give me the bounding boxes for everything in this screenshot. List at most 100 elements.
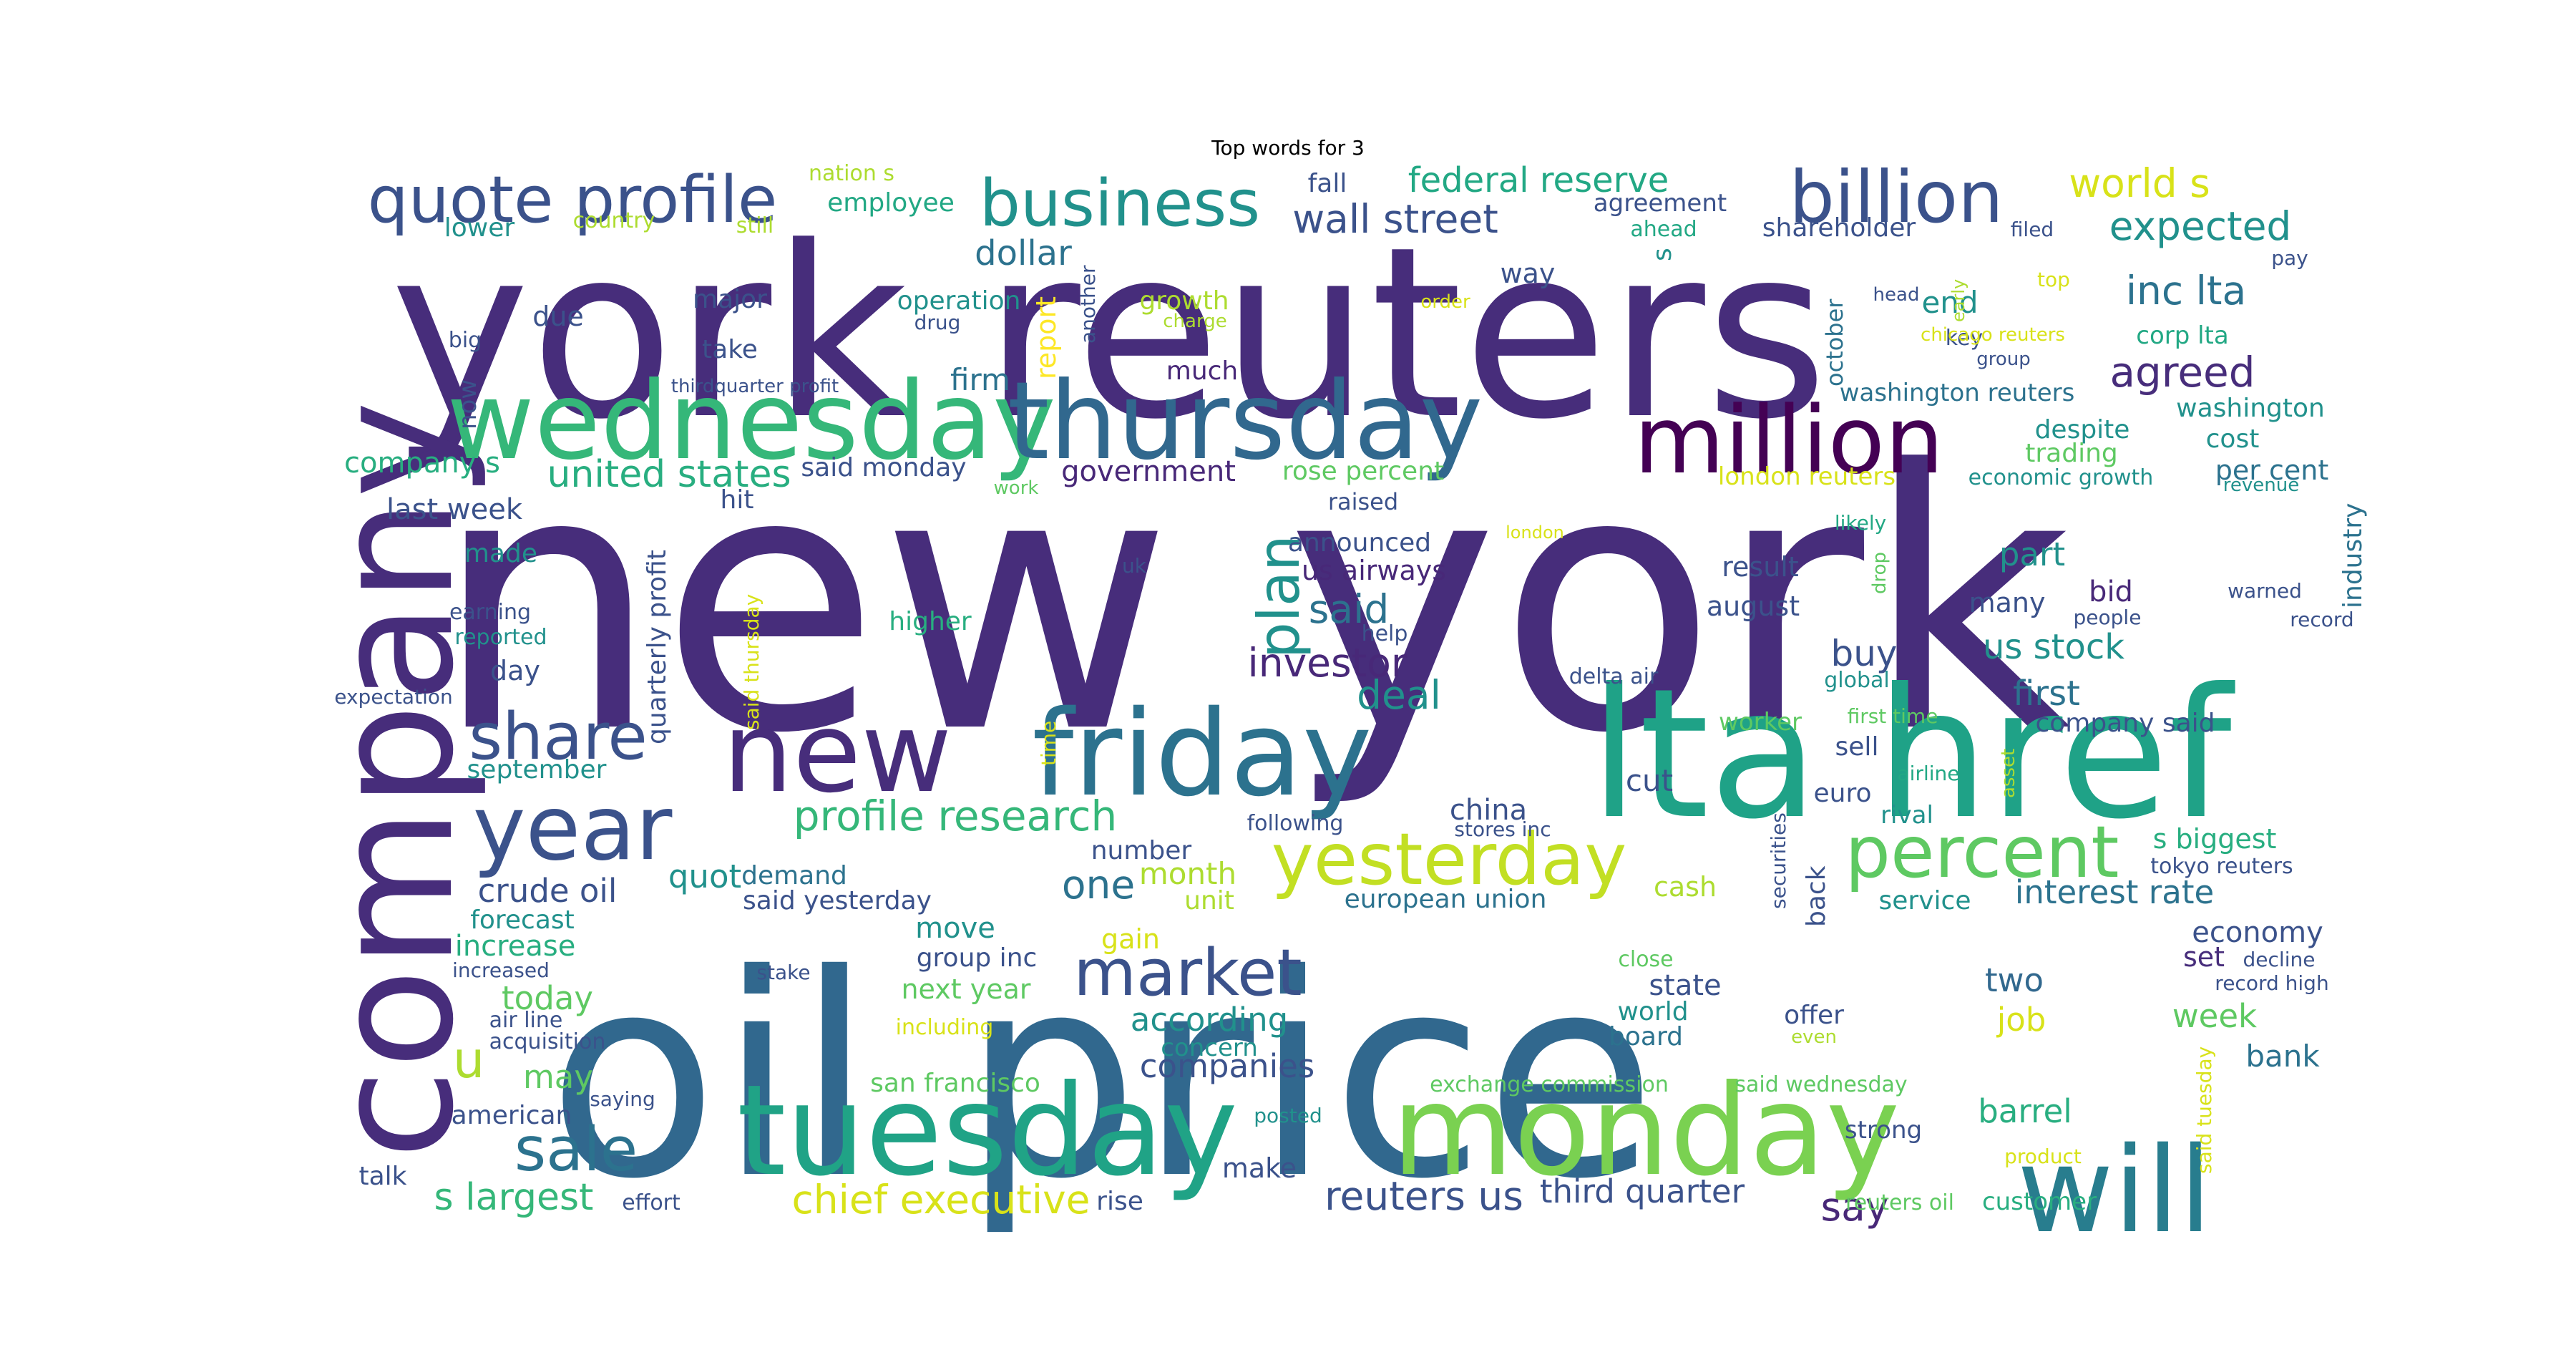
word-year: year (473, 777, 673, 880)
word-profile-research: profile research (794, 792, 1118, 840)
word-million: million (1634, 386, 1943, 495)
word-charge: charge (1163, 311, 1226, 332)
word-two: two (1985, 961, 2044, 999)
word-report: report (1030, 296, 1062, 379)
word-likely: likely (1835, 511, 1886, 535)
word-said-monday: said monday (801, 453, 966, 482)
word-unit: unit (1184, 886, 1234, 915)
word-drop: drop (1869, 552, 1890, 594)
word-government: government (1061, 455, 1236, 488)
word-help: help (1362, 621, 1408, 646)
word-last-week: last week (386, 493, 523, 526)
word-order: order (1420, 291, 1470, 313)
word-london-reuters: london reuters (1718, 462, 1896, 491)
word-bid: bid (2089, 575, 2133, 608)
word-posted: posted (1254, 1104, 1322, 1127)
word-said-tuesday: said tuesday (2192, 1046, 2216, 1174)
word-buy: buy (1830, 633, 1897, 674)
word-take: take (702, 335, 758, 364)
word-american: american (452, 1101, 572, 1130)
word-major: major (693, 285, 767, 314)
word-agreement: agreement (1594, 189, 1727, 218)
word-saying: saying (590, 1087, 655, 1111)
chart-title: Top words for 3 (1211, 136, 1365, 160)
word-washington: washington (2176, 394, 2325, 423)
word-industry: industry (2338, 503, 2368, 608)
word-close: close (1618, 947, 1673, 972)
word-said-thursday: said thursday (740, 594, 763, 730)
word-us-airways: us airways (1302, 555, 1446, 586)
word-friday: friday (1032, 685, 1372, 822)
word-stake: stake (756, 961, 810, 984)
word-hit: hit (721, 485, 754, 515)
word-tuesday: tuesday (737, 1059, 1238, 1204)
word-september: september (467, 755, 607, 785)
word-airline: airline (1898, 762, 1960, 785)
word-delta-air: delta air (1569, 664, 1659, 689)
word-much: much (1166, 356, 1239, 386)
word-set: set (2183, 941, 2225, 973)
word-investor: investor (1247, 640, 1407, 686)
word-plan: plan (1246, 535, 1312, 659)
word-monday: monday (1392, 1059, 1900, 1204)
word-share: share (469, 699, 647, 774)
word-group: group (1976, 349, 2031, 370)
word-worker: worker (1719, 708, 1802, 737)
word-end: end (1921, 285, 1978, 320)
word-asset: asset (1998, 749, 2019, 798)
word-per-cent: per cent (2215, 455, 2328, 486)
word-rival: rival (1880, 801, 1933, 830)
word-cut: cut (1626, 763, 1673, 798)
word-quote-profile: quote profile (368, 162, 778, 238)
word-reported: reported (454, 625, 547, 650)
word-london: london (1506, 523, 1564, 543)
word-will: will (2017, 1122, 2212, 1259)
word-thursday: thursday (1008, 359, 1483, 484)
word-pay: pay (2271, 246, 2308, 270)
word-due: due (532, 301, 584, 332)
word-company: company (299, 401, 490, 1160)
word-euro: euro (1814, 779, 1872, 808)
word-deal: deal (1357, 672, 1441, 718)
word-said-yesterday: said yesterday (743, 886, 932, 915)
word-work: work (994, 477, 1039, 499)
word-stores-inc: stores inc (1454, 817, 1551, 841)
word-employee: employee (827, 188, 955, 218)
word-group-inc: group inc (917, 943, 1038, 973)
word-head: head (1873, 284, 1920, 306)
word-one: one (1062, 862, 1135, 908)
word-now: now (454, 379, 482, 429)
word-including: including (896, 1015, 994, 1040)
word-filed: filed (2011, 218, 2054, 241)
word-cash: cash (1654, 871, 1717, 903)
word-said: said (1309, 586, 1390, 632)
word-even: even (1791, 1026, 1837, 1048)
word-lower: lower (444, 213, 515, 243)
word-reuters-oil: reuters oil (1845, 1190, 1954, 1215)
word-united-states: united states (547, 453, 791, 496)
word-companies: companies (1140, 1047, 1314, 1085)
word-world-s: world s (2069, 160, 2210, 206)
word-number: number (1091, 836, 1192, 865)
word-say: say (1821, 1184, 1889, 1230)
word-barrel: barrel (1978, 1092, 2072, 1130)
word-move: move (915, 912, 995, 945)
word-offer: offer (1784, 1001, 1844, 1030)
word-third-quarter: third quarter (1540, 1172, 1745, 1210)
word-customer: customer (1982, 1187, 2097, 1216)
word-record: record (2290, 608, 2353, 631)
word-lta-href: lta href (1589, 650, 2235, 858)
word-billion: billion (1789, 155, 2003, 239)
word-people: people (2074, 606, 2142, 629)
word-s-biggest: s biggest (2153, 823, 2277, 855)
word-rose-percent: rose percent (1282, 457, 1444, 486)
word-talk: talk (358, 1162, 406, 1191)
word-service: service (1879, 886, 1971, 915)
word-raised: raised (1328, 488, 1398, 515)
word-part: part (1999, 535, 2065, 573)
word-tokyo-reuters: tokyo reuters (2150, 854, 2293, 879)
word-company-s: company s (344, 447, 500, 480)
word-exchange-commission: exchange commission (1430, 1072, 1669, 1097)
word-make: make (1222, 1152, 1297, 1184)
